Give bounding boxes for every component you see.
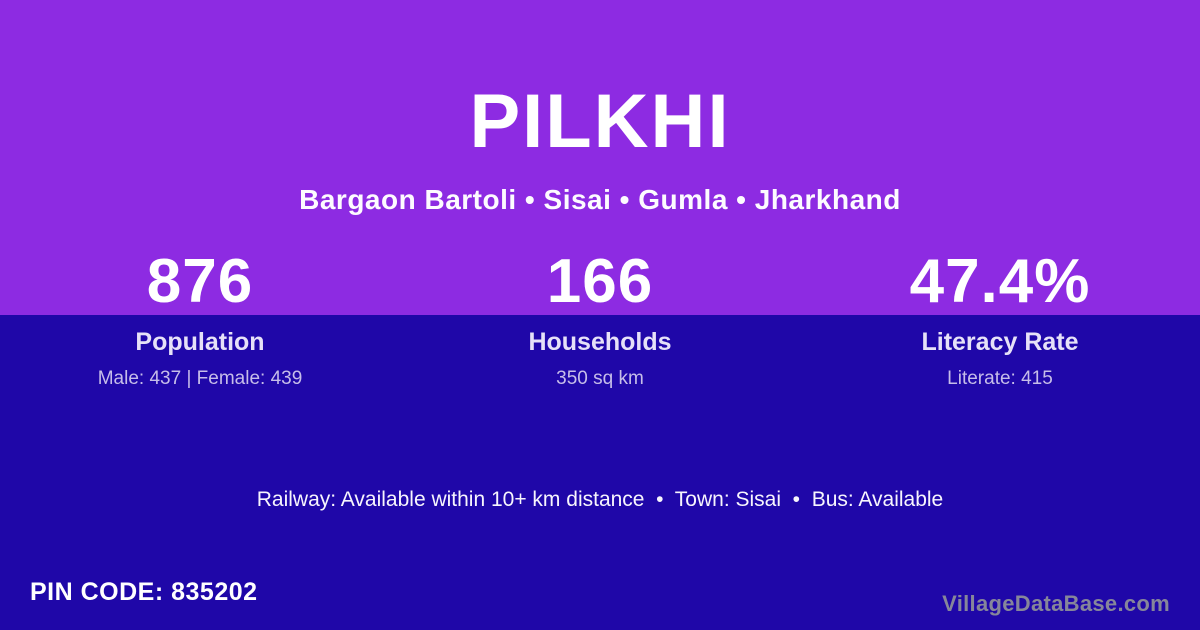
literacy-count: Literate: 415	[947, 368, 1053, 389]
page-title: PILKHI	[469, 79, 731, 164]
hero-section	[0, 0, 1200, 315]
households-label: Households	[528, 328, 672, 356]
population-value: 876	[146, 247, 254, 316]
stat-literacy: 47.4% Literacy Rate Literate: 415	[800, 247, 1200, 390]
literacy-label: Literacy Rate	[921, 328, 1079, 356]
location-breadcrumb: Bargaon Bartoli • Sisai • Gumla • Jharkh…	[299, 184, 901, 215]
stat-households: 166 Households 350 sq km	[400, 247, 800, 390]
transport-info-line: Railway: Available within 10+ km distanc…	[256, 488, 944, 511]
pin-code: PIN CODE: 835202	[30, 578, 258, 606]
stats-row: 876 Population Male: 437 | Female: 439 1…	[0, 247, 1200, 390]
households-value: 166	[546, 247, 654, 316]
literacy-value: 47.4%	[909, 247, 1091, 316]
households-area: 350 sq km	[556, 368, 644, 389]
brand-watermark: VillageDataBase.com	[942, 591, 1170, 616]
stat-population: 876 Population Male: 437 | Female: 439	[0, 247, 400, 390]
population-label: Population	[135, 328, 265, 356]
population-gender-split: Male: 437 | Female: 439	[97, 368, 303, 389]
